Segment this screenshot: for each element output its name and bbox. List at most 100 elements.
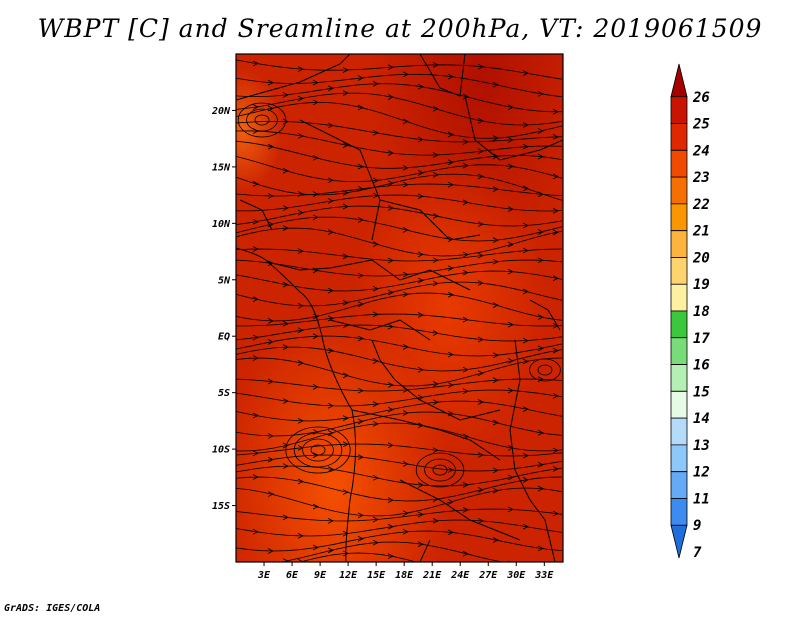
streamline-arrow bbox=[522, 70, 529, 76]
streamline-arrow bbox=[447, 181, 454, 188]
streamline bbox=[236, 454, 563, 472]
streamline-arrow bbox=[402, 227, 409, 233]
streamline-arrow bbox=[537, 545, 544, 552]
streamline-arrow bbox=[522, 247, 529, 254]
colorbar-label: 14 bbox=[693, 411, 710, 427]
streamline-arrow bbox=[417, 136, 424, 143]
streamline-arrow bbox=[552, 347, 559, 354]
streamline-arrow bbox=[507, 137, 514, 143]
streamline bbox=[236, 389, 563, 407]
streamline bbox=[236, 120, 563, 143]
streamline-arrow bbox=[477, 221, 484, 227]
streamline-arrow bbox=[387, 180, 394, 187]
streamline-arrow bbox=[267, 548, 274, 554]
streamline-arrow bbox=[342, 203, 349, 210]
streamline-arrow bbox=[312, 313, 319, 320]
colorbar-label: 13 bbox=[693, 438, 710, 454]
latitude-axis: 20N 15N 10N 5N EQ 5S 10S 15S bbox=[211, 106, 236, 512]
colorbar-segment bbox=[670, 283, 688, 312]
streamline-arrow bbox=[327, 198, 334, 204]
streamline bbox=[236, 248, 563, 262]
streamline bbox=[236, 378, 563, 392]
streamline-arrow bbox=[492, 487, 499, 494]
country-boundary bbox=[236, 54, 351, 101]
streamline-arrow bbox=[312, 214, 319, 221]
colorbar-label: 11 bbox=[693, 491, 710, 507]
streamline-arrow bbox=[417, 83, 424, 90]
streamline-arrow bbox=[312, 384, 319, 390]
streamline-arrow bbox=[342, 142, 349, 149]
streamline-arrow bbox=[387, 205, 394, 211]
streamline-arrow bbox=[387, 289, 394, 296]
streamline-arrow bbox=[342, 441, 349, 448]
country-boundary bbox=[379, 199, 481, 241]
streamline-arrow bbox=[267, 433, 274, 439]
streamline-arrow bbox=[537, 314, 544, 320]
streamline-arrow bbox=[477, 280, 484, 286]
streamline-arrow bbox=[342, 253, 349, 260]
streamline-arrow bbox=[282, 281, 289, 288]
streamline-arrow bbox=[402, 271, 409, 278]
streamline-arrow bbox=[417, 193, 424, 200]
streamline-arrow bbox=[522, 337, 529, 344]
streamline-arrow bbox=[402, 461, 409, 467]
streamline bbox=[236, 83, 562, 113]
streamline-arrow bbox=[372, 241, 379, 247]
streamline-arrow bbox=[447, 529, 454, 536]
streamline-arrow bbox=[507, 387, 514, 394]
country-boundary bbox=[239, 199, 273, 231]
streamline-arrow bbox=[312, 503, 319, 510]
streamline bbox=[236, 476, 563, 502]
colorbar: 26 25 24 23 22 21 20 19 18 17 16 15 14 13 12 11 9 7 bbox=[670, 63, 710, 561]
colorbar-label: 15 bbox=[693, 384, 710, 400]
streamline-arrow bbox=[447, 265, 454, 272]
streamline-arrow bbox=[507, 268, 514, 275]
streamline-arrow bbox=[462, 162, 469, 169]
streamline-arrow bbox=[522, 476, 529, 483]
streamline-arrow bbox=[387, 94, 394, 100]
streamline-arrow bbox=[252, 60, 259, 67]
streamline-arrow bbox=[522, 358, 529, 365]
streamline-eddy bbox=[293, 432, 343, 468]
streamline-arrow bbox=[357, 335, 364, 342]
colorbar-segment bbox=[670, 444, 688, 473]
streamline-arrow bbox=[432, 105, 439, 112]
country-boundary bbox=[299, 119, 381, 241]
streamline-arrow bbox=[492, 186, 499, 192]
streamline-arrow bbox=[357, 512, 364, 519]
streamline-arrow bbox=[477, 117, 484, 124]
streamline-arrow bbox=[462, 550, 469, 557]
streamline-arrow bbox=[432, 518, 439, 524]
streamline-arrow bbox=[432, 399, 439, 406]
colorbar-label: 19 bbox=[693, 277, 710, 293]
colorbar-segment bbox=[670, 390, 688, 419]
country-boundary bbox=[267, 259, 471, 291]
streamline-arrow bbox=[537, 485, 544, 492]
streamline-eddy bbox=[246, 108, 278, 132]
streamline-arrow bbox=[462, 481, 469, 488]
streamline-arrow bbox=[432, 280, 439, 287]
streamline-arrow bbox=[327, 430, 334, 436]
lat-tick-label: 5S bbox=[218, 388, 230, 399]
streamline bbox=[236, 487, 563, 517]
streamline-arrow bbox=[492, 81, 499, 88]
streamline-arrow bbox=[522, 122, 529, 128]
streamline-arrow bbox=[297, 360, 304, 366]
streamline-arrow bbox=[387, 553, 394, 560]
colorbar-label: 24 bbox=[692, 143, 710, 159]
streamline-arrow bbox=[252, 218, 259, 225]
streamline-arrow bbox=[327, 229, 334, 235]
streamline-arrow bbox=[372, 285, 379, 292]
streamline bbox=[236, 465, 563, 487]
streamline bbox=[236, 400, 563, 422]
streamline-arrow bbox=[447, 351, 454, 358]
streamline-arrow bbox=[432, 447, 439, 454]
streamline-arrow bbox=[432, 330, 439, 336]
streamline-arrow bbox=[252, 296, 259, 303]
streamline-arrow bbox=[267, 143, 274, 150]
colorbar-label: 18 bbox=[693, 304, 710, 320]
streamline-arrow bbox=[387, 64, 394, 71]
streamline-arrow bbox=[297, 478, 304, 485]
streamline-arrow bbox=[327, 122, 334, 129]
colorbar-segment bbox=[670, 96, 688, 124]
